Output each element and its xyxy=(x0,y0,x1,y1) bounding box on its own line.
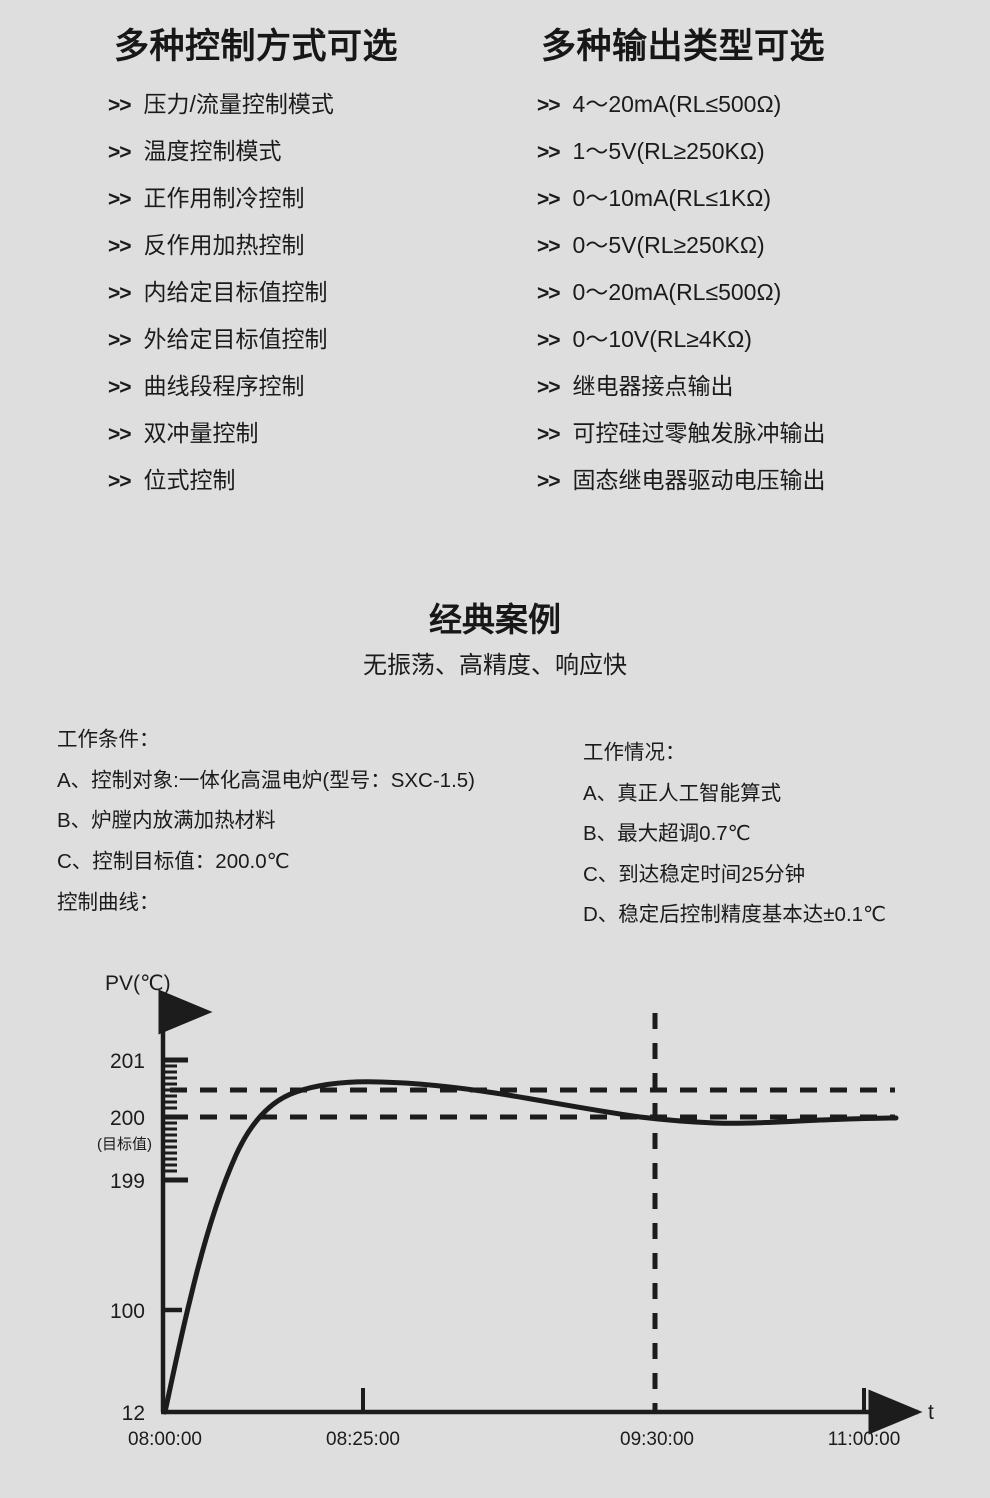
chevron-right-icon: >> xyxy=(108,422,132,446)
chevron-right-icon: >> xyxy=(108,281,132,305)
list-item: >> 反作用加热控制 xyxy=(108,231,508,258)
control-modes-list: >> 压力/流量控制模式 >> 温度控制模式 >> 正作用制冷控制 >> 反作用… xyxy=(108,90,508,493)
list-item-label: 正作用制冷控制 xyxy=(143,184,305,211)
working-situation-heading: 工作情况： xyxy=(583,741,686,764)
output-types-list: >> 4～20mA(RL≤500Ω) >> 1～5V(RL≥250KΩ) >> … xyxy=(537,90,957,493)
case-study-header: 经典案例 无振荡、高精度、响应快 xyxy=(0,600,990,680)
x-axis-ticks xyxy=(361,1388,866,1412)
pv-curve xyxy=(162,1079,899,1415)
y-tick-label: 12 xyxy=(122,1402,145,1425)
control-modes-column: 多种控制方式可选 >> 压力/流量控制模式 >> 温度控制模式 >> 正作用制冷… xyxy=(108,27,508,516)
chevron-right-icon: >> xyxy=(108,375,132,399)
x-tick-label: 08:25:00 xyxy=(326,1429,400,1450)
list-item-label: 0～10mA(RL≤1KΩ) xyxy=(572,184,772,211)
chevron-right-icon: >> xyxy=(108,328,132,352)
list-item: >> 压力/流量控制模式 xyxy=(108,90,508,117)
working-situation-line: D、稳定后控制精度基本达±0.1℃ xyxy=(583,903,887,926)
working-situation-block: 工作情况： A、真正人工智能算式 B、最大超调0.7℃ C、到达稳定时间25分钟… xyxy=(583,741,983,926)
working-conditions-line: A、控制对象:一体化高温电炉(型号：SXC-1.5) xyxy=(57,768,475,792)
y-tick-label: 100 xyxy=(110,1300,145,1323)
list-item: >> 继电器接点输出 xyxy=(537,372,957,399)
list-item-label: 曲线段程序控制 xyxy=(143,372,305,399)
list-item: >> 曲线段程序控制 xyxy=(108,372,508,399)
chevron-right-icon: >> xyxy=(108,140,132,164)
list-item: >> 固态继电器驱动电压输出 xyxy=(537,466,957,493)
x-tick-label: 09:30:00 xyxy=(620,1429,694,1450)
working-conditions-line: B、炉膛内放满加热材料 xyxy=(57,809,276,832)
y-axis-minor-ticks xyxy=(163,1064,177,1173)
list-item-label: 内给定目标值控制 xyxy=(143,278,328,305)
y-tick-label: 199 xyxy=(110,1170,145,1193)
working-conditions-heading: 工作条件： xyxy=(57,728,160,751)
y-axis-label: PV(℃) xyxy=(105,972,171,995)
chevron-right-icon: >> xyxy=(537,422,561,446)
working-conditions-block: 工作条件： A、控制对象:一体化高温电炉(型号：SXC-1.5) B、炉膛内放满… xyxy=(57,728,567,914)
chevron-right-icon: >> xyxy=(537,140,561,164)
case-study-title: 经典案例 xyxy=(429,601,561,638)
list-item: >> 0～20mA(RL≤500Ω) xyxy=(537,278,957,305)
list-item: >> 双冲量控制 xyxy=(108,419,508,446)
list-item-label: 可控硅过零触发脉冲输出 xyxy=(572,419,826,446)
list-item: >> 0～5V(RL≥250KΩ) xyxy=(537,231,957,258)
list-item-label: 0～10V(RL≥4KΩ) xyxy=(572,325,752,352)
chevron-right-icon: >> xyxy=(537,281,561,305)
y-target-note: (目标值) xyxy=(97,1136,152,1153)
chevron-right-icon: >> xyxy=(537,187,561,211)
chevron-right-icon: >> xyxy=(537,234,561,258)
control-curve-chart: PV(℃) t xyxy=(0,940,990,1470)
list-item: >> 温度控制模式 xyxy=(108,137,508,164)
list-item-label: 固态继电器驱动电压输出 xyxy=(572,466,826,493)
list-item-label: 外给定目标值控制 xyxy=(143,325,328,352)
x-tick-label: 11:00:00 xyxy=(828,1429,901,1450)
chevron-right-icon: >> xyxy=(108,234,132,258)
y-tick-label: 201 xyxy=(110,1050,145,1073)
y-tick-label: 200 xyxy=(110,1107,145,1130)
chevron-right-icon: >> xyxy=(537,328,561,352)
chevron-right-icon: >> xyxy=(108,469,132,493)
output-types-title: 多种输出类型可选 xyxy=(541,27,826,66)
working-situation-line: B、最大超调0.7℃ xyxy=(583,822,751,845)
list-item: >> 外给定目标值控制 xyxy=(108,325,508,352)
list-item-label: 反作用加热控制 xyxy=(143,231,305,258)
features-section: 多种控制方式可选 >> 压力/流量控制模式 >> 温度控制模式 >> 正作用制冷… xyxy=(0,0,990,560)
list-item: >> 0～10V(RL≥4KΩ) xyxy=(537,325,957,352)
list-item-label: 4～20mA(RL≤500Ω) xyxy=(572,90,782,117)
chevron-right-icon: >> xyxy=(108,187,132,211)
case-study-subtitle: 无振荡、高精度、响应快 xyxy=(363,651,627,679)
list-item: >> 1～5V(RL≥250KΩ) xyxy=(537,137,957,164)
list-item: >> 0～10mA(RL≤1KΩ) xyxy=(537,184,957,211)
working-situation-line: A、真正人工智能算式 xyxy=(583,781,782,805)
list-item-label: 双冲量控制 xyxy=(143,419,259,446)
list-item-label: 0～5V(RL≥250KΩ) xyxy=(572,231,765,258)
chart-svg: PV(℃) t xyxy=(97,972,934,1450)
chevron-right-icon: >> xyxy=(537,93,561,117)
list-item: >> 位式控制 xyxy=(108,466,508,493)
working-conditions-line: C、控制目标值：200.0℃ xyxy=(57,849,290,873)
list-item: >> 可控硅过零触发脉冲输出 xyxy=(537,419,957,446)
list-item-label: 温度控制模式 xyxy=(143,137,282,164)
control-modes-title: 多种控制方式可选 xyxy=(114,27,399,66)
chevron-right-icon: >> xyxy=(108,93,132,117)
list-item-label: 0～20mA(RL≤500Ω) xyxy=(572,278,782,305)
list-item-label: 继电器接点输出 xyxy=(572,372,734,399)
chevron-right-icon: >> xyxy=(537,469,561,493)
control-curve-label: 控制曲线： xyxy=(57,891,160,914)
list-item-label: 压力/流量控制模式 xyxy=(143,90,334,117)
list-item-label: 1～5V(RL≥250KΩ) xyxy=(572,137,765,164)
x-axis-label: t xyxy=(928,1401,934,1424)
x-tick-label: 08:00:00 xyxy=(128,1429,202,1450)
output-types-column: 多种输出类型可选 >> 4～20mA(RL≤500Ω) >> 1～5V(RL≥2… xyxy=(537,27,957,516)
list-item-label: 位式控制 xyxy=(143,466,236,493)
list-item: >> 正作用制冷控制 xyxy=(108,184,508,211)
list-item: >> 内给定目标值控制 xyxy=(108,278,508,305)
working-situation-line: C、到达稳定时间25分钟 xyxy=(583,862,806,886)
list-item: >> 4～20mA(RL≤500Ω) xyxy=(537,90,957,117)
chevron-right-icon: >> xyxy=(537,375,561,399)
